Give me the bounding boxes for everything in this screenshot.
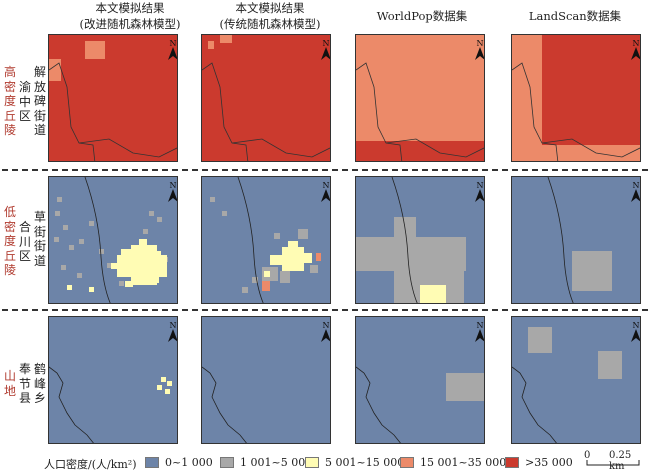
map-panel-yuzhong-landscan: N	[511, 34, 641, 162]
north-arrow-icon: N	[475, 321, 484, 342]
svg-text:N: N	[477, 321, 484, 330]
scale-bar-end-label: 0.25 km	[609, 450, 632, 472]
legend: 人口密度/(人/km²) 0~1 000 1 001~5 000 5 001~1…	[0, 450, 650, 471]
map-panel-hechuan-improved-rf: N	[48, 176, 178, 304]
legend-item: 0~1 000	[145, 456, 213, 469]
north-arrow-icon: N	[475, 181, 484, 202]
scale-bar-start-label: 0	[584, 450, 591, 461]
row-district-label: 渝中区	[18, 80, 31, 123]
legend-swatch	[220, 457, 234, 468]
legend-item-label: 0~1 000	[165, 456, 213, 469]
svg-text:N: N	[633, 39, 640, 48]
map-panel-yuzhong-improved-rf: N	[48, 34, 178, 162]
row-street-label: 解放碑街道	[33, 65, 46, 137]
column-header-line2: (改进随机森林模型)	[79, 17, 181, 31]
row-separator	[2, 169, 648, 171]
north-arrow-icon: N	[631, 181, 640, 202]
north-arrow-icon: N	[168, 39, 177, 60]
column-header-line1: 本文模拟结果	[235, 1, 305, 15]
legend-title: 人口密度/(人/km²)	[44, 458, 137, 471]
column-header-line1: WorldPop数据集	[376, 9, 468, 23]
map-panel-fengjie-landscan: N	[511, 316, 641, 444]
legend-item: 15 001~35 000	[400, 456, 506, 469]
north-arrow-icon: N	[168, 321, 177, 342]
map-panel-hechuan-traditional-rf: N	[201, 176, 331, 304]
north-arrow-icon: N	[631, 321, 640, 342]
row-street-label: 鹤峰乡	[33, 362, 46, 405]
north-arrow-icon: N	[321, 39, 330, 60]
legend-swatch	[400, 457, 414, 468]
column-header-line1: LandScan数据集	[528, 9, 622, 23]
map-panel-fengjie-improved-rf: N	[48, 316, 178, 444]
north-arrow-icon: N	[321, 181, 330, 202]
legend-item-label: 15 001~35 000	[420, 456, 507, 469]
column-header-landscan: LandScan数据集	[505, 8, 645, 24]
svg-text:N: N	[170, 39, 177, 48]
svg-text:N: N	[170, 181, 177, 190]
map-panel-yuzhong-traditional-rf: N	[201, 34, 331, 162]
row-street-label: 草街街道	[33, 210, 46, 268]
row-category-label: 低密度丘陵	[3, 205, 16, 277]
row-separator	[2, 309, 648, 311]
svg-text:N: N	[477, 181, 484, 190]
legend-swatch	[505, 457, 519, 468]
svg-text:N: N	[633, 321, 640, 330]
row-category-label: 高密度丘陵	[3, 65, 16, 137]
svg-text:N: N	[633, 181, 640, 190]
column-header-improved-rf: 本文模拟结果 (改进随机森林模型)	[60, 0, 200, 32]
north-arrow-icon: N	[321, 321, 330, 342]
column-header-line1: 本文模拟结果	[95, 1, 165, 15]
svg-text:N: N	[323, 181, 330, 190]
row-district-label: 合川区	[18, 220, 31, 263]
map-panel-fengjie-worldpop: N	[355, 316, 485, 444]
north-arrow-icon: N	[631, 39, 640, 60]
legend-item-label: 5 001~15 000	[325, 456, 405, 469]
north-arrow-icon: N	[475, 39, 484, 60]
column-header-line2: (传统随机森林模型)	[219, 17, 321, 31]
legend-swatch	[305, 457, 319, 468]
row-category-label: 山地	[3, 369, 16, 398]
map-panel-hechuan-worldpop: N	[355, 176, 485, 304]
legend-swatch	[145, 457, 159, 468]
column-header-traditional-rf: 本文模拟结果 (传统随机森林模型)	[200, 0, 340, 32]
svg-text:N: N	[477, 39, 484, 48]
row-district-label: 奉节县	[18, 362, 31, 405]
map-panel-hechuan-landscan: N	[511, 176, 641, 304]
legend-item-label: >35 000	[525, 456, 573, 469]
svg-text:N: N	[323, 321, 330, 330]
svg-text:N: N	[170, 321, 177, 330]
svg-text:N: N	[323, 39, 330, 48]
legend-item: 1 001~5 000	[220, 456, 312, 469]
legend-item: >35 000	[505, 456, 573, 469]
legend-item: 5 001~15 000	[305, 456, 404, 469]
north-arrow-icon: N	[168, 181, 177, 202]
column-header-worldpop: WorldPop数据集	[352, 8, 492, 24]
scale-bar: 0 0.25 km	[583, 450, 643, 472]
legend-item-label: 1 001~5 000	[240, 456, 313, 469]
map-panel-fengjie-traditional-rf: N	[201, 316, 331, 444]
map-panel-yuzhong-worldpop: N	[355, 34, 485, 162]
